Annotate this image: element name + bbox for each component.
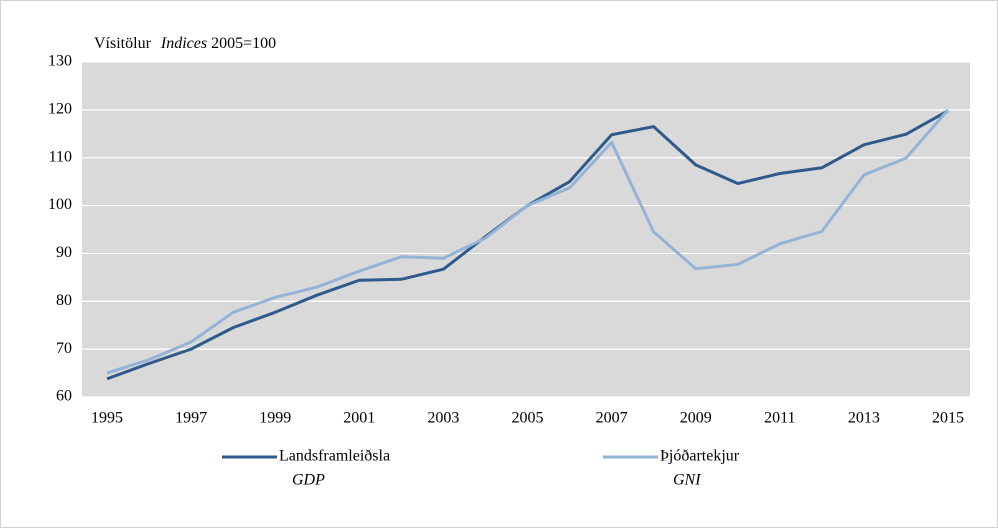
- y-tick-label: 130: [48, 53, 72, 70]
- x-tick-label: 2005: [512, 410, 544, 427]
- legend-label-en: GDP: [292, 472, 325, 489]
- y-tick-label: 90: [56, 244, 72, 261]
- legend-label: Landsframleiðsla: [279, 448, 390, 465]
- y-tick-label: 100: [48, 196, 72, 213]
- y-tick-label: 120: [48, 101, 72, 118]
- legend-label: Þjóðartekjur: [660, 448, 740, 465]
- title-part: Indices: [160, 35, 207, 52]
- x-tick-label: 2015: [932, 410, 964, 427]
- x-tick-label: 1997: [175, 410, 207, 427]
- y-tick-label: 60: [56, 388, 72, 405]
- x-tick-label: 2013: [848, 410, 880, 427]
- legend-label-en: GNI: [673, 472, 701, 489]
- x-tick-label: 1995: [91, 410, 123, 427]
- y-tick-label: 80: [56, 292, 72, 309]
- series-line: [106, 108, 950, 375]
- x-tick-label: 2011: [764, 410, 795, 427]
- plot-area: [82, 61, 970, 398]
- x-tick-label: 2001: [343, 410, 375, 427]
- plot-background: [82, 62, 970, 397]
- y-tick-label: 70: [56, 340, 72, 357]
- x-tick-label: 1999: [259, 410, 291, 427]
- title-part: 2005=100: [211, 35, 276, 52]
- y-tick-label: 110: [49, 148, 72, 165]
- title-part: Vísitölur: [94, 35, 152, 52]
- x-tick-label: 2007: [596, 410, 628, 427]
- chart-title: Vísitölur Indices 2005=100: [94, 35, 276, 52]
- x-tick-label: 2003: [427, 410, 459, 427]
- x-tick-label: 2009: [680, 410, 712, 427]
